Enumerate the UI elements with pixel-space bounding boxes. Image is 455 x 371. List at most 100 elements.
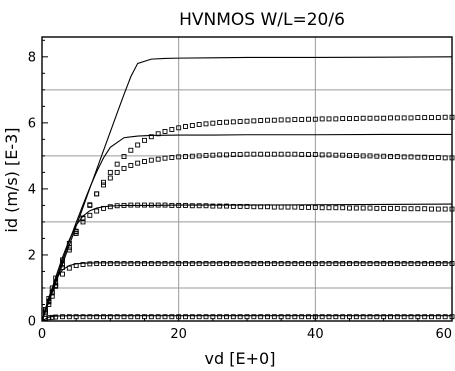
data-point [435,115,441,121]
data-point [388,115,393,121]
data-point [73,228,79,234]
data-point [189,314,195,320]
data-point [347,261,352,266]
x-tick-label: 60 [435,327,452,342]
data-point [176,202,182,208]
data-point [148,261,154,266]
data-point [251,118,257,124]
axis-ticks: 0 20 40 60 0 2 4 6 8 [28,39,453,342]
data-point [244,261,250,266]
data-point [210,120,216,126]
data-point [306,261,311,266]
data-point [360,153,366,159]
data-point [401,154,407,160]
data-point [292,151,298,157]
data-point [278,204,284,210]
data-point [353,153,359,159]
measured-series-9 [42,261,455,314]
data-point [107,169,113,175]
data-point [333,205,339,211]
x-tick-label: 0 [38,327,46,342]
data-point [394,205,400,211]
measured-series-8 [42,202,455,312]
data-point [114,314,120,320]
data-point [142,261,147,266]
data-point [333,314,339,320]
data-point [251,314,257,320]
data-point [135,160,141,166]
data-point [306,152,311,158]
data-point [429,206,434,212]
data-point [128,261,134,266]
data-point [155,131,161,137]
data-point [306,116,311,122]
simulated-curve-1 [41,56,453,322]
data-point [326,205,332,211]
data-point [169,314,175,320]
measured-series-10 [42,314,455,321]
data-point [340,152,346,158]
data-point [340,205,346,211]
data-point [374,205,380,211]
data-point [203,121,209,127]
y-tick-label: 6 [28,116,36,131]
data-point [271,151,277,157]
data-point [299,152,305,158]
data-point [155,261,161,266]
data-point [258,118,264,124]
data-point [347,116,352,122]
data-point [415,206,421,212]
data-point [278,261,284,266]
data-point [312,261,318,266]
data-point [162,314,168,320]
data-point [135,261,141,266]
data-point [374,314,380,320]
data-point [107,204,113,210]
data-point [442,261,448,266]
data-point [258,204,264,210]
data-point [394,115,400,121]
data-point [53,275,59,281]
data-point [258,151,264,157]
y-tick-label: 8 [28,50,36,65]
data-point [121,165,127,171]
data-point [353,261,359,266]
data-point [46,299,52,305]
data-point [340,314,346,320]
data-point [128,314,134,320]
data-point [353,314,359,320]
data-point [176,261,182,266]
data-point [121,261,127,266]
data-point [401,261,407,266]
data-point [258,314,264,320]
data-point [169,155,175,160]
x-axis-title: vd [E+0] [205,349,276,368]
data-point [408,314,414,320]
data-point [388,314,393,320]
data-point [429,115,434,121]
data-point [251,204,257,210]
data-point [121,202,127,208]
data-point [230,261,236,266]
y-tick-label: 2 [28,248,36,263]
data-point [422,115,428,121]
data-point [142,137,147,143]
data-point [148,134,154,140]
data-point [162,128,168,134]
x-tick-label: 40 [307,327,324,342]
data-point [408,206,414,212]
data-point [148,202,154,208]
data-point [271,117,277,123]
data-point [237,261,243,266]
data-point [367,115,373,121]
data-point [121,314,127,320]
data-point [244,118,250,124]
data-point [367,205,373,211]
data-point [183,261,188,266]
data-point [347,205,352,211]
data-point [237,119,243,124]
data-point [347,153,352,159]
data-point [319,261,325,266]
y-tick-label: 0 [28,315,36,330]
data-point [374,261,380,266]
